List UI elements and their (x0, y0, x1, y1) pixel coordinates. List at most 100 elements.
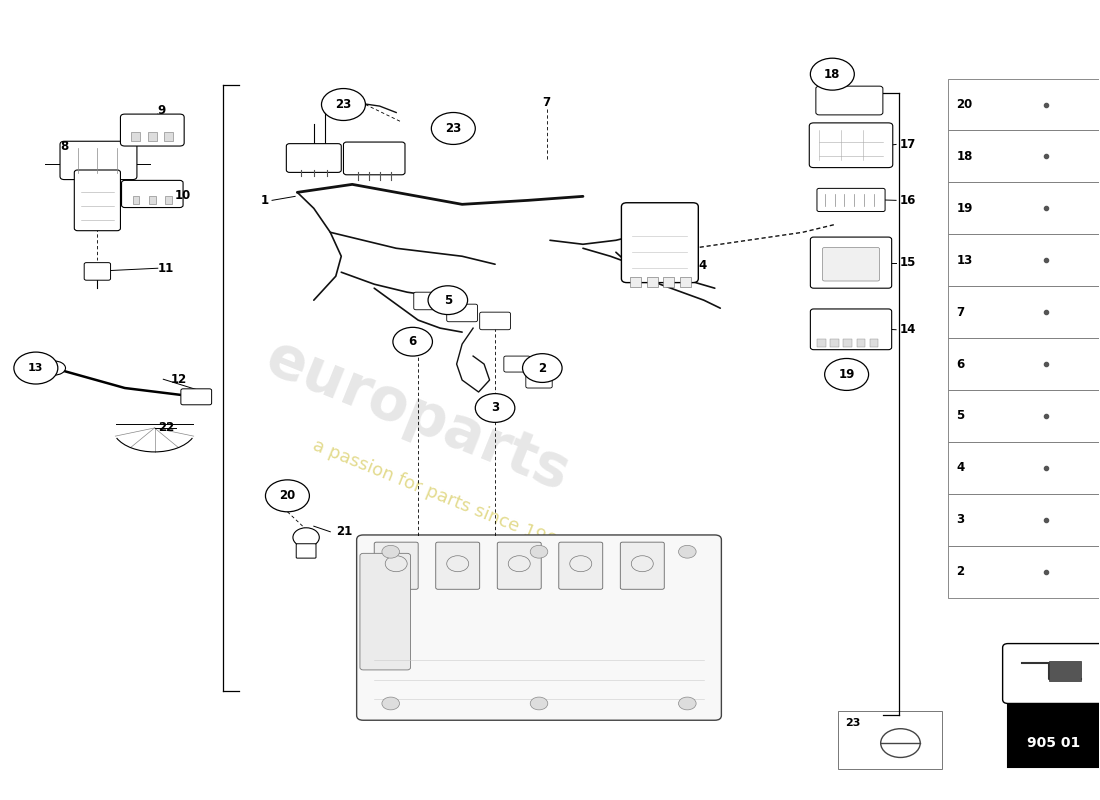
Text: 15: 15 (900, 256, 915, 269)
Circle shape (530, 546, 548, 558)
Bar (1008, 703, 1099, 767)
Text: 13: 13 (957, 254, 972, 266)
Ellipse shape (42, 361, 66, 375)
Bar (132, 195, 139, 203)
FancyBboxPatch shape (343, 142, 405, 174)
Text: 5: 5 (957, 410, 965, 422)
Circle shape (431, 113, 475, 145)
Bar (830, 339, 839, 347)
Text: 13: 13 (29, 363, 44, 373)
FancyBboxPatch shape (823, 247, 880, 281)
Text: 4: 4 (957, 462, 965, 474)
Text: 14: 14 (900, 323, 915, 336)
FancyBboxPatch shape (75, 170, 120, 230)
FancyBboxPatch shape (811, 237, 892, 288)
FancyBboxPatch shape (497, 542, 541, 590)
Text: 23: 23 (446, 122, 461, 135)
Text: 3: 3 (957, 514, 965, 526)
Bar (948, 546, 1099, 598)
Bar (857, 339, 866, 347)
Text: 9: 9 (157, 105, 166, 118)
Text: 5: 5 (443, 294, 452, 306)
Circle shape (428, 286, 468, 314)
Text: 22: 22 (157, 422, 174, 434)
FancyBboxPatch shape (60, 142, 136, 179)
Text: 12: 12 (170, 373, 187, 386)
FancyBboxPatch shape (414, 292, 444, 310)
Bar (838, 711, 943, 769)
Text: a passion for parts since 1985: a passion for parts since 1985 (310, 437, 570, 555)
FancyBboxPatch shape (296, 544, 316, 558)
FancyBboxPatch shape (526, 372, 552, 388)
Circle shape (321, 89, 365, 121)
FancyBboxPatch shape (1002, 643, 1100, 703)
Text: 2: 2 (538, 362, 547, 374)
FancyBboxPatch shape (85, 262, 111, 280)
Circle shape (530, 697, 548, 710)
Text: europarts: europarts (258, 329, 579, 503)
Text: 7: 7 (957, 306, 965, 318)
Text: 6: 6 (408, 335, 417, 348)
Circle shape (522, 354, 562, 382)
Text: 4: 4 (698, 259, 706, 272)
Bar (164, 132, 173, 142)
Bar (663, 277, 674, 286)
FancyBboxPatch shape (120, 114, 184, 146)
FancyBboxPatch shape (374, 542, 418, 590)
Text: 11: 11 (157, 262, 174, 274)
Bar (647, 277, 658, 286)
Bar (844, 339, 852, 347)
Text: 19: 19 (838, 368, 855, 381)
Bar (948, 78, 1099, 130)
FancyBboxPatch shape (559, 542, 603, 590)
Bar (948, 234, 1099, 286)
Text: 16: 16 (900, 194, 915, 207)
FancyBboxPatch shape (286, 144, 341, 172)
Circle shape (382, 546, 399, 558)
Circle shape (825, 358, 869, 390)
Bar (817, 339, 826, 347)
Text: 21: 21 (336, 526, 352, 538)
Bar (1049, 661, 1081, 682)
Bar (948, 182, 1099, 234)
FancyBboxPatch shape (360, 554, 410, 670)
FancyBboxPatch shape (121, 180, 183, 207)
Circle shape (475, 394, 515, 422)
Text: 18: 18 (824, 68, 840, 81)
FancyBboxPatch shape (811, 309, 892, 350)
Circle shape (265, 480, 309, 512)
FancyBboxPatch shape (480, 312, 510, 330)
Text: 23: 23 (846, 718, 861, 728)
Text: 17: 17 (900, 138, 915, 151)
Circle shape (679, 697, 696, 710)
Text: 20: 20 (957, 98, 972, 111)
FancyBboxPatch shape (817, 188, 886, 211)
Text: 10: 10 (174, 189, 190, 202)
Text: 7: 7 (542, 97, 551, 110)
FancyBboxPatch shape (436, 542, 480, 590)
Bar (147, 132, 156, 142)
Text: 19: 19 (957, 202, 972, 215)
Bar (148, 195, 155, 203)
Text: 905 01: 905 01 (1027, 736, 1080, 750)
Bar (131, 132, 140, 142)
Bar (948, 494, 1099, 546)
FancyBboxPatch shape (504, 356, 530, 372)
Bar (680, 277, 691, 286)
Circle shape (293, 528, 319, 547)
Text: 2: 2 (957, 566, 965, 578)
Circle shape (679, 546, 696, 558)
Text: 23: 23 (336, 98, 352, 111)
FancyBboxPatch shape (180, 389, 211, 405)
Text: 8: 8 (60, 140, 69, 154)
Bar (948, 338, 1099, 390)
Text: 3: 3 (491, 402, 499, 414)
FancyBboxPatch shape (447, 304, 477, 322)
FancyBboxPatch shape (621, 202, 698, 282)
Circle shape (14, 352, 58, 384)
Text: 6: 6 (957, 358, 965, 370)
Circle shape (811, 58, 855, 90)
Text: 20: 20 (279, 490, 296, 502)
Circle shape (393, 327, 432, 356)
FancyBboxPatch shape (356, 535, 722, 720)
